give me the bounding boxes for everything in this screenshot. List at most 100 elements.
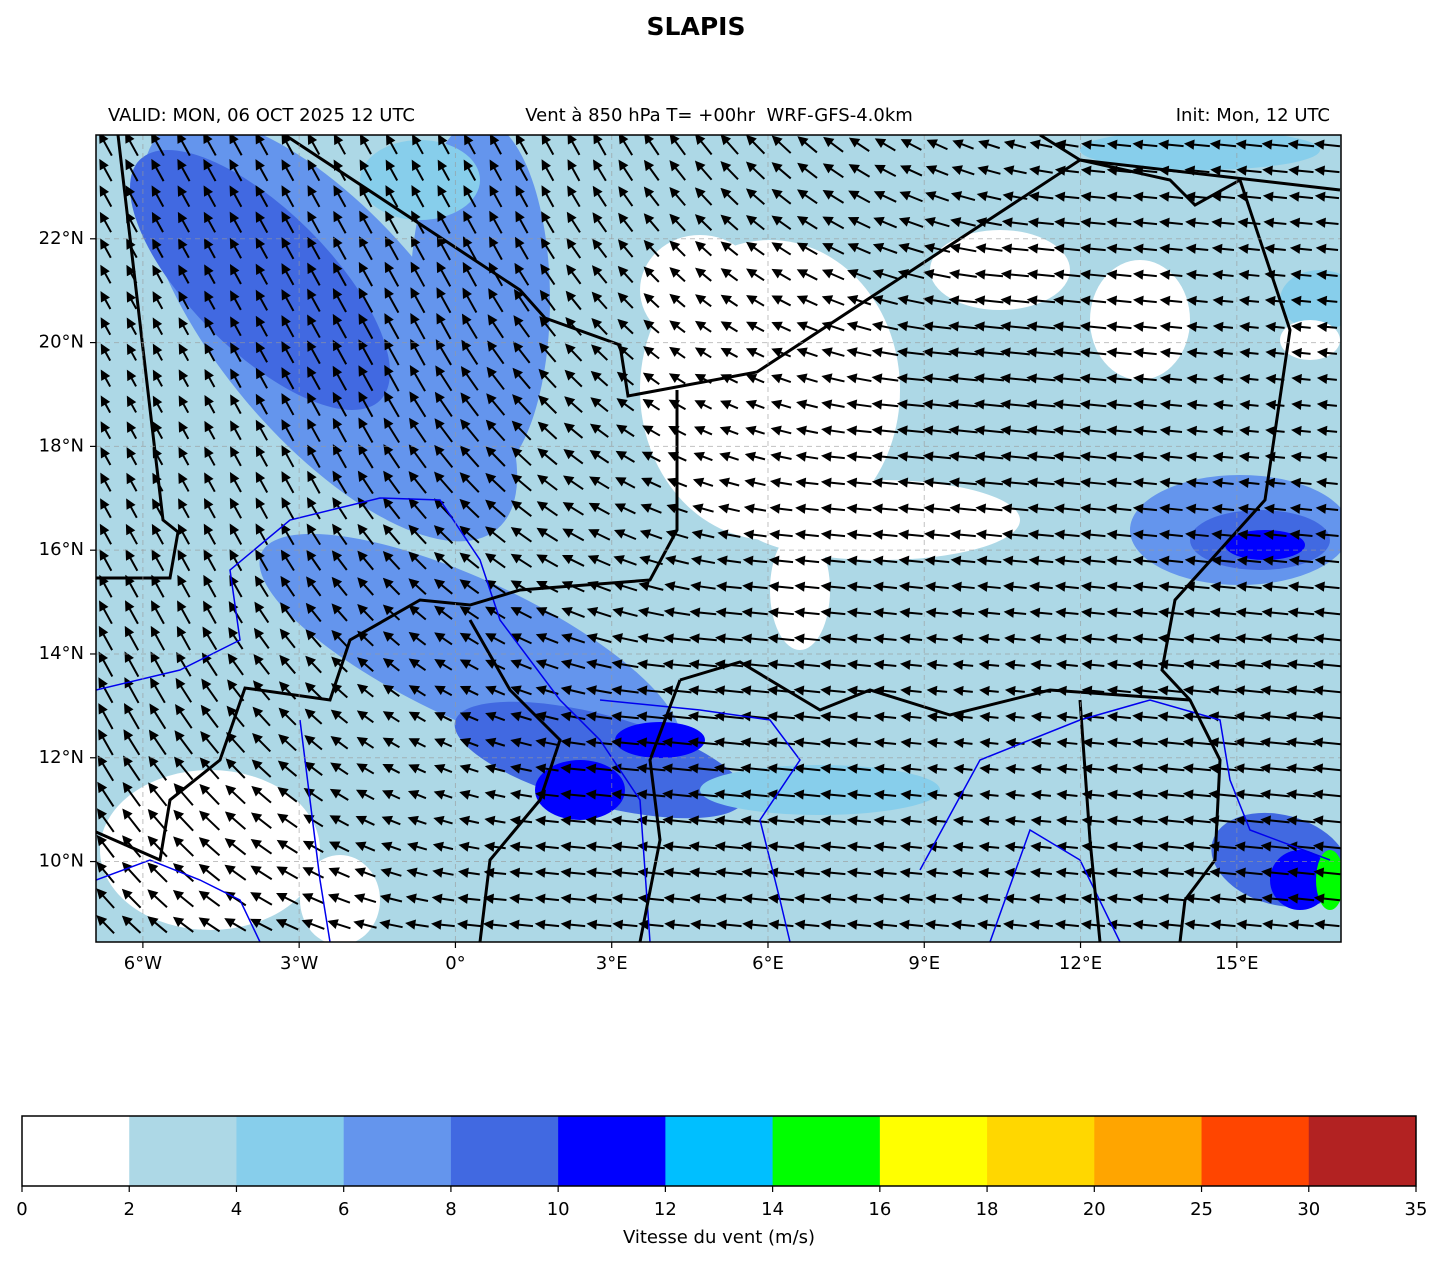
wind-arrow (359, 210, 373, 234)
wind-arrow (357, 470, 374, 495)
colorbar-swatch (450, 1116, 559, 1186)
wind-arrow (846, 347, 872, 358)
wind-arrow (999, 373, 1030, 384)
wind-arrow (662, 841, 692, 852)
wind-arrow (1182, 737, 1212, 748)
wind-arrow (976, 191, 1002, 202)
wind-arrow (536, 501, 558, 517)
wind-arrow (949, 243, 977, 254)
wind-arrow (355, 789, 375, 801)
wind-arrow (1000, 295, 1030, 306)
wind-arrow (358, 261, 373, 287)
wind-arrow (408, 711, 426, 723)
wind-arrow (459, 579, 480, 595)
wind-arrow (1133, 373, 1157, 384)
wind-arrow (1081, 633, 1105, 644)
wind-arrow (1132, 659, 1158, 670)
wind-arrow (386, 135, 398, 155)
wind-arrow (382, 577, 401, 596)
wind-arrow (1234, 815, 1264, 826)
wind-arrow (151, 549, 165, 572)
wind-arrow (1262, 581, 1288, 592)
wind-arrow (485, 711, 506, 722)
wind-arrow (873, 841, 897, 852)
wind-arrow (151, 600, 165, 625)
wind-arrow (720, 214, 739, 231)
wind-arrow (637, 633, 665, 644)
wind-arrow (1030, 841, 1052, 852)
wind-arrow (687, 763, 719, 774)
wind-arrow (305, 602, 322, 623)
wind-arrow (873, 893, 897, 904)
wind-arrow (172, 916, 194, 933)
wind-arrow (125, 523, 138, 545)
wind-arrow (794, 607, 820, 618)
wind-arrow (1106, 659, 1131, 670)
wind-arrow (198, 890, 221, 907)
wind-arrow (823, 136, 844, 153)
wind-arrow (973, 347, 1004, 358)
wind-arrow (767, 659, 795, 670)
wind-arrow (332, 523, 348, 546)
wind-arrow (462, 261, 478, 287)
wind-arrow (925, 607, 949, 618)
wind-arrow (437, 210, 451, 234)
wind-arrow (1079, 373, 1107, 384)
wind-arrow (1080, 191, 1106, 202)
wind-arrow (586, 893, 612, 904)
wind-arrow (643, 293, 660, 309)
wind-arrow (383, 444, 401, 469)
wind-arrow (1159, 373, 1183, 384)
wind-arrow (796, 347, 818, 358)
wind-arrow (744, 477, 766, 488)
wind-arrow (1106, 399, 1132, 410)
wind-arrow (407, 815, 427, 826)
wind-arrow (588, 529, 611, 541)
wind-arrow (147, 916, 168, 934)
colorbar-swatch (1201, 1116, 1310, 1186)
wind-arrow (1185, 217, 1209, 228)
wind-arrow (281, 185, 295, 208)
wind-arrow (846, 503, 872, 514)
wind-arrow (669, 160, 686, 181)
wind-arrow (899, 191, 923, 203)
wind-arrow (255, 237, 269, 260)
wind-arrow (255, 471, 269, 493)
wind-arrow (896, 347, 926, 358)
wind-arrow (820, 529, 846, 540)
wind-arrow (463, 135, 476, 155)
wind-arrow (688, 789, 718, 800)
wind-arrow (639, 529, 663, 540)
wind-arrow (121, 915, 142, 934)
wind-arrow (330, 762, 349, 776)
wind-arrow (1003, 581, 1027, 592)
wind-arrow (1316, 321, 1338, 332)
wind-arrow (1000, 451, 1030, 462)
wind-arrow (462, 236, 477, 261)
wind-arrow (846, 477, 872, 488)
wind-arrow (846, 529, 872, 540)
wind-arrow (1286, 737, 1316, 748)
wind-arrow (486, 366, 505, 391)
wind-arrow (977, 581, 1001, 592)
wind-arrow (331, 603, 348, 622)
wind-arrow (331, 629, 348, 648)
wind-arrow (510, 685, 532, 696)
wind-arrow (177, 549, 191, 572)
wind-arrow (586, 659, 612, 670)
wind-arrow (176, 625, 191, 651)
wind-arrow (1157, 711, 1185, 722)
wind-arrow (821, 373, 845, 384)
wind-arrow (302, 867, 325, 879)
wind-arrow (510, 711, 532, 722)
wind-arrow (1132, 685, 1158, 696)
wind-arrow (662, 763, 692, 774)
wind-arrow (98, 703, 114, 730)
wind-arrow (1030, 659, 1052, 670)
wind-arrow (846, 737, 871, 748)
wind-arrow (615, 450, 635, 463)
wind-arrow (740, 815, 770, 826)
wind-arrow (510, 763, 532, 774)
wind-arrow (1159, 243, 1183, 254)
